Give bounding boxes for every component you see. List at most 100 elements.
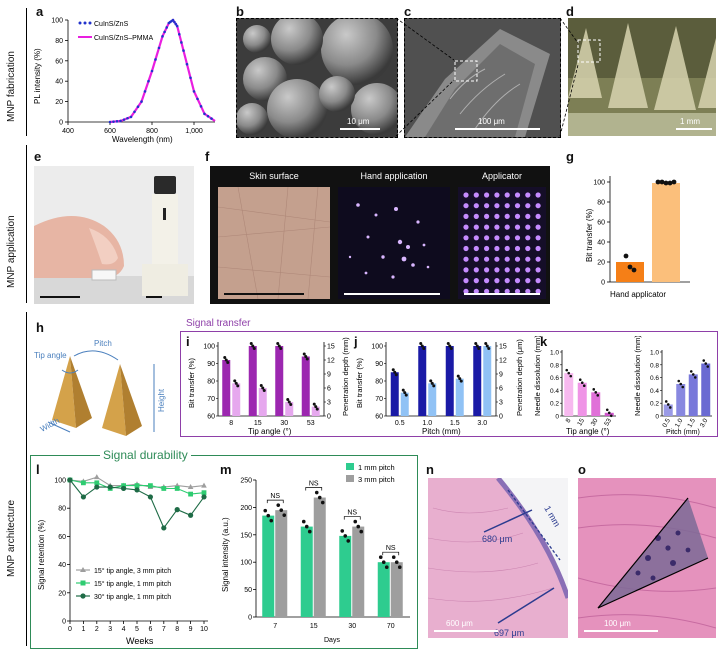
l-point-series-1 (94, 474, 100, 480)
l-ytick-label: 20 (58, 590, 66, 597)
m-ytick-label: 0 (248, 615, 252, 622)
panel-l-xlabel: Weeks (126, 636, 154, 646)
i-point-depth (261, 386, 265, 390)
m-data-point (340, 529, 345, 533)
panel-i-chart: 60 70 80 90 100 0 3 6 9 12 15 8 15 30 53 Bit transfer … (187, 337, 350, 436)
i-point-bit (279, 347, 283, 350)
applicator-dot (514, 192, 521, 198)
g-data-point (623, 253, 629, 259)
panel-m-legend: 1 mm pitch 3 mm pitch (346, 463, 395, 484)
applicator-dot (463, 192, 469, 198)
microneedle-array-photo (568, 18, 716, 136)
j-point-depth (458, 377, 462, 381)
a-data-point (192, 90, 196, 93)
a-data-point (129, 115, 133, 119)
applicator-dot (484, 267, 490, 273)
panel-o-scale-text: 100 μm (604, 619, 631, 628)
l-point-series-1 (187, 484, 194, 490)
legend-a-series-2: CuInS/ZnS–PMMA (94, 35, 153, 42)
signal-durability-title: Signal durability (100, 448, 191, 462)
applicator-dot (525, 267, 531, 273)
signal-transfer-title: Signal transfer (186, 318, 251, 329)
panel-letter-b: b (236, 4, 244, 19)
applicator-dot (473, 192, 479, 198)
zoom-connectors (395, 17, 579, 137)
a-data-point (119, 119, 122, 123)
skin-surface-photo (218, 187, 330, 299)
panel-k-chart: 0 0.2 0.4 0.6 0.8 1.0 0 0.2 0.4 0.6 0.8 1.0 8 15 30 53 0… (533, 336, 712, 436)
l-xtick-label: 2 (95, 626, 99, 633)
panel-e-scale-bar-1 (40, 296, 80, 298)
g-ytick-label: 40 (597, 240, 605, 247)
g-ytick-label: 0 (601, 280, 605, 287)
applicator-dot (535, 224, 541, 230)
panel-letter-j: j (354, 334, 358, 349)
m-xtick-label: 30 (348, 623, 356, 630)
m-bar (339, 535, 352, 617)
k-bar (676, 384, 686, 416)
applicator-dot (494, 192, 500, 198)
applicator-dot (494, 278, 500, 284)
m-data-point (394, 560, 399, 564)
panel-i-ylabel-right: Penetration depth (mm) (341, 337, 350, 416)
m-ns-label: NS (309, 481, 319, 488)
k-data-point (681, 385, 685, 389)
k-data-point (693, 376, 697, 379)
i-bar-bit (248, 346, 257, 416)
applicator-dot (484, 203, 490, 209)
k-xtick-label: 30 (590, 417, 600, 427)
l-point-series-3 (174, 507, 180, 513)
panel-l-chart: 0 20 40 60 80 100 0 1 2 3 4 5 6 7 8 9 10 Signal retentio… (37, 474, 208, 646)
j-point-depth (459, 379, 463, 383)
panel-j-xlabel: Pitch (mm) (422, 427, 461, 436)
k-data-point (578, 378, 582, 382)
k-data-point (609, 414, 613, 418)
panel-l-ylabel: Signal retention (%) (37, 519, 46, 590)
a-data-point (133, 110, 136, 114)
panel-j-chart: 60 70 80 90 100 0 3 6 9 12 15 0.5 1.0 1.5 3.0 Bit tran… (355, 339, 524, 436)
applicator-dot (535, 288, 541, 294)
g-ytick-label: 100 (593, 180, 605, 187)
l-point-series-3 (188, 512, 194, 518)
l-xtick-label: 5 (135, 626, 139, 633)
i-point-depth (287, 400, 291, 404)
k-ytick-label: 0.8 (550, 362, 559, 369)
g-data-point (671, 179, 677, 185)
k-xtick-label: 15 (576, 417, 586, 427)
m-bar (262, 515, 275, 617)
l-point-series-2 (161, 486, 167, 491)
l-xtick-label: 8 (175, 626, 179, 633)
k-data-point (580, 381, 584, 385)
k-bar (688, 374, 698, 416)
k-data-point (702, 359, 706, 362)
panel-a-chart: 0 20 40 60 80 100 400 600 800 1,000 PL intensity… (33, 18, 216, 144)
i-bar-bit (275, 346, 284, 416)
panel-letter-h: h (36, 320, 44, 335)
histology-section-o (578, 478, 716, 638)
i-ytick-right: 15 (327, 344, 335, 351)
i-point-depth (289, 403, 293, 406)
m-ytick-label: 200 (240, 505, 252, 512)
applicator-dot (484, 224, 490, 230)
k-ytick-label: 0 (555, 414, 559, 421)
k-ytick-label: 0.4 (550, 388, 559, 395)
g-ytick-label: 20 (597, 260, 605, 267)
k-data-point (596, 394, 600, 397)
j-point-bit (391, 368, 395, 372)
l-point-series-2 (121, 483, 126, 489)
m-ytick-label: 50 (244, 587, 252, 594)
m-data-point (346, 539, 351, 543)
legend-m-series-1: 1 mm pitch (358, 463, 395, 472)
panel-letter-a: a (36, 4, 44, 19)
panel-k-xlabel-right: Pitch (mm) (666, 429, 700, 436)
m-data-point (307, 529, 312, 534)
l-point-series-2 (201, 490, 207, 496)
panel-letter-n: n (426, 462, 434, 477)
i-point-depth (259, 384, 263, 387)
a-data-point (165, 26, 168, 29)
a-xtick-label: 800 (146, 128, 158, 135)
a-data-point (175, 24, 179, 28)
applicator-dot (473, 267, 479, 273)
panel-k-xlabel-left: Tip angle (°) (566, 427, 610, 436)
i-point-bit (252, 347, 256, 350)
